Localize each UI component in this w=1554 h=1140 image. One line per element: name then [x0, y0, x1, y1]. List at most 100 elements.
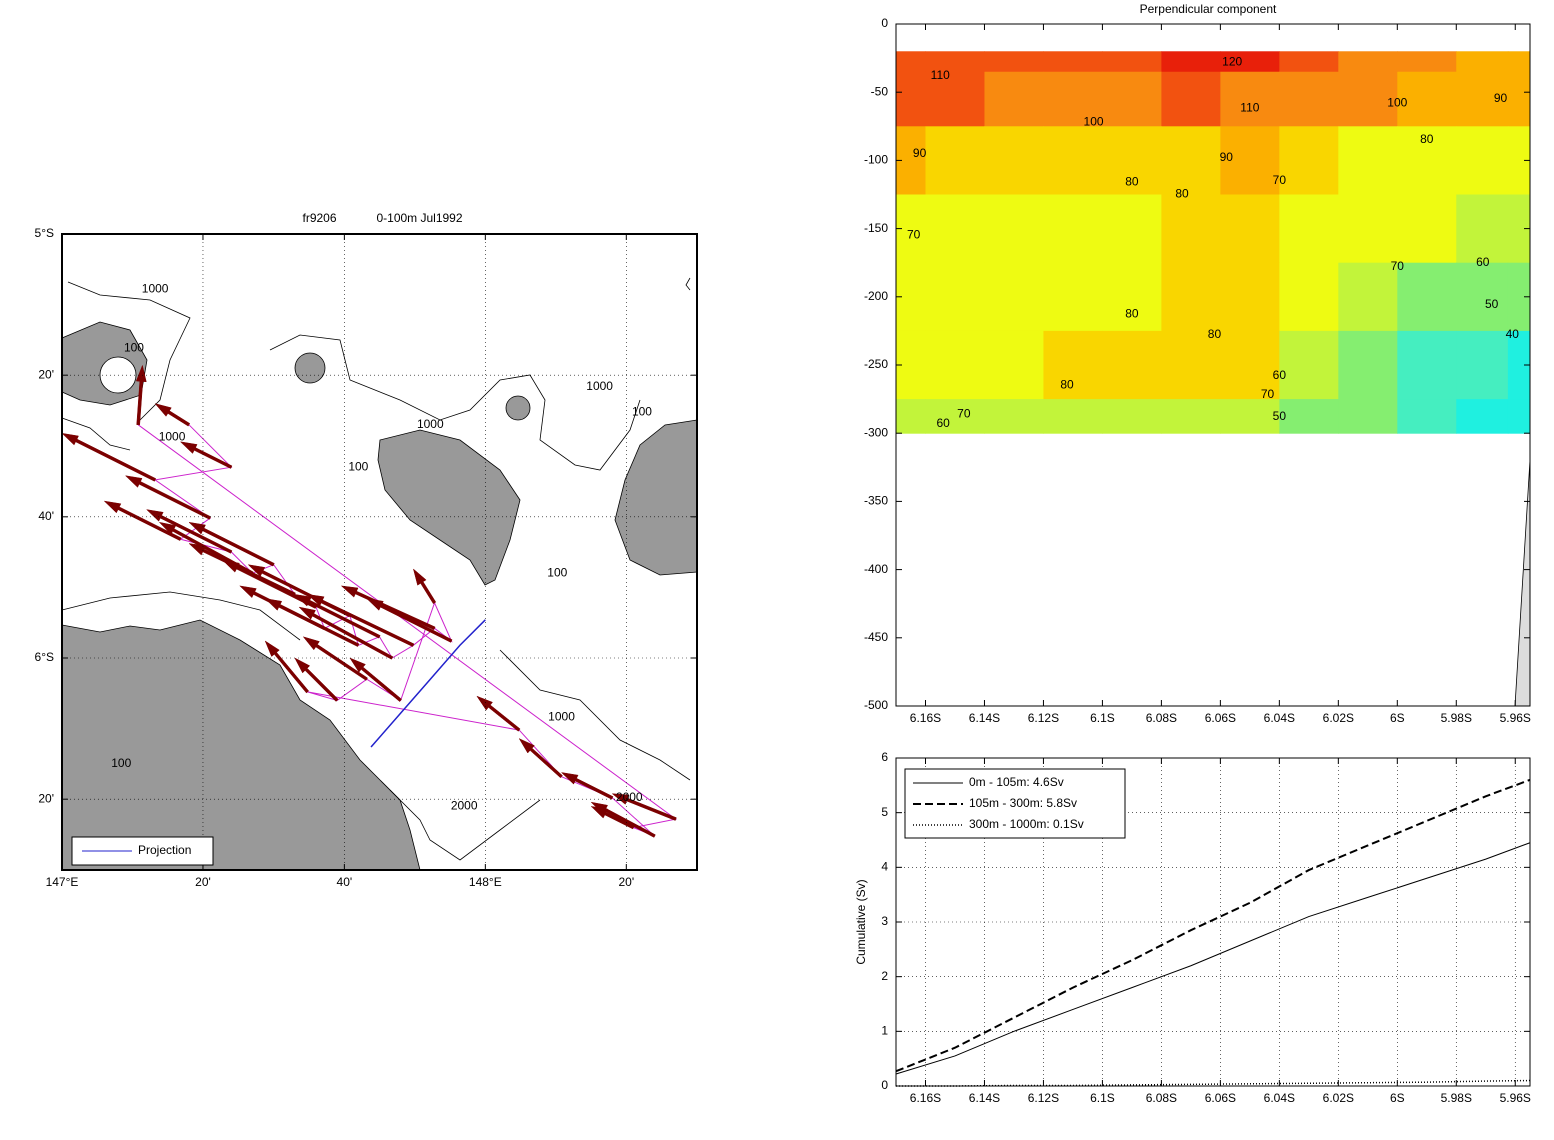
contour-cell	[1220, 399, 1280, 434]
x-tick-label: 6.04S	[1264, 1091, 1295, 1105]
contour-label: 100	[1387, 95, 1407, 109]
y-tick-label: 40'	[38, 509, 54, 523]
contour-cell	[1043, 262, 1103, 332]
y-axis-label: Cumulative (Sv)	[854, 879, 868, 964]
series-line	[896, 1079, 1531, 1087]
contour-cell	[1397, 194, 1457, 264]
isobath	[61, 417, 131, 451]
contour-cell	[1507, 71, 1531, 127]
legend-label: Projection	[138, 843, 191, 857]
x-tick-label: 6.08S	[1146, 711, 1177, 725]
y-tick-label: 4	[881, 860, 888, 874]
axes-frame	[895, 23, 1531, 707]
current-arrow	[306, 594, 415, 647]
contour-cell	[1102, 71, 1162, 127]
contour-cell	[1161, 194, 1221, 264]
contour-cell	[1456, 262, 1509, 332]
contour-cell	[1338, 71, 1398, 127]
isobath-label: 100	[348, 459, 368, 473]
chart-subtitle: 0-100m Jul1992	[376, 211, 462, 225]
contour-cell	[1279, 51, 1339, 73]
isobath-label: 2000	[451, 799, 478, 813]
contour-cell	[984, 330, 1044, 400]
y-tick-label: -200	[864, 289, 888, 303]
isobath	[61, 591, 301, 641]
x-tick-label: 20'	[195, 875, 211, 889]
contour-cell	[1279, 262, 1339, 332]
y-tick-label: 20'	[38, 367, 54, 381]
contour-cell	[1043, 399, 1103, 434]
contour-cell	[1220, 194, 1280, 264]
isobath	[685, 277, 691, 291]
contour-cell	[1279, 194, 1339, 264]
y-tick-label: -450	[864, 630, 888, 644]
current-arrow	[264, 598, 360, 647]
contour-label: 70	[1273, 173, 1287, 187]
contour-label: 90	[913, 146, 927, 160]
contour-cell	[1507, 126, 1531, 195]
contour-cell	[1102, 51, 1162, 73]
contour-cell	[925, 71, 985, 127]
x-tick-label: 6.06S	[1205, 1091, 1236, 1105]
contour-cell	[1456, 399, 1509, 434]
contour-cell	[925, 51, 985, 73]
x-tick-label: 6.16S	[910, 711, 941, 725]
contour-label: 70	[957, 406, 971, 420]
y-tick-label: 20'	[38, 791, 54, 805]
isobath-label: 100	[111, 756, 131, 770]
contour-cell	[1338, 399, 1398, 434]
map-land	[61, 321, 698, 871]
contour-cell	[1397, 126, 1457, 195]
current-arrow	[135, 364, 147, 426]
current-arrow	[560, 772, 614, 800]
contour-label: 80	[1208, 327, 1222, 341]
current-arrow	[103, 500, 182, 541]
current-arrow	[124, 475, 212, 520]
x-tick-label: 6.12S	[1028, 1091, 1059, 1105]
contour-cell	[984, 126, 1044, 195]
chart-title: Perpendicular component	[1140, 2, 1277, 16]
isobath-label: 1000	[417, 417, 444, 431]
y-tick-label: 5°S	[35, 226, 54, 240]
legend-label: 105m - 300m: 5.8Sv	[969, 796, 1077, 810]
y-tick-label: 1	[881, 1024, 888, 1038]
contour-cell	[984, 399, 1044, 434]
y-tick-label: -50	[871, 84, 889, 98]
contour-cell	[1220, 126, 1280, 195]
series-line	[895, 842, 1531, 1075]
contour-label: 70	[1391, 259, 1405, 273]
x-tick-label: 6.04S	[1264, 711, 1295, 725]
y-tick-label: -300	[864, 425, 888, 439]
contour-label: 70	[1261, 387, 1275, 401]
contour-cell	[1397, 399, 1457, 434]
contour-label: 110	[1240, 101, 1259, 115]
current-arrow	[61, 432, 157, 482]
axes-frame	[895, 757, 1531, 1087]
isobath	[389, 789, 541, 861]
x-tick-label: 6S	[1390, 711, 1405, 725]
x-tick-label: 147°E	[46, 875, 79, 889]
contour-label: 50	[1273, 409, 1287, 423]
isobath-label: 1000	[159, 430, 186, 444]
x-tick-label: 40'	[337, 875, 353, 889]
isobath	[499, 649, 691, 781]
isobath	[269, 334, 641, 471]
axes-frame	[61, 233, 698, 871]
legend-label: 300m - 1000m: 0.1Sv	[969, 817, 1084, 831]
y-tick-label: -400	[864, 562, 888, 576]
contour-cell	[1102, 262, 1162, 332]
y-tick-label: -500	[864, 698, 888, 712]
current-arrow	[476, 695, 521, 732]
isobath-label: 2000	[616, 790, 643, 804]
current-arrow	[145, 509, 233, 554]
contour-label: 60	[1273, 368, 1287, 382]
contour-cell	[1507, 51, 1531, 73]
current-arrow	[412, 568, 437, 605]
contour-cell	[1338, 194, 1398, 264]
x-tick-label: 5.98S	[1441, 1091, 1472, 1105]
y-tick-label: -100	[864, 153, 888, 167]
x-tick-label: 5.98S	[1441, 711, 1472, 725]
contour-cell	[1456, 71, 1509, 127]
